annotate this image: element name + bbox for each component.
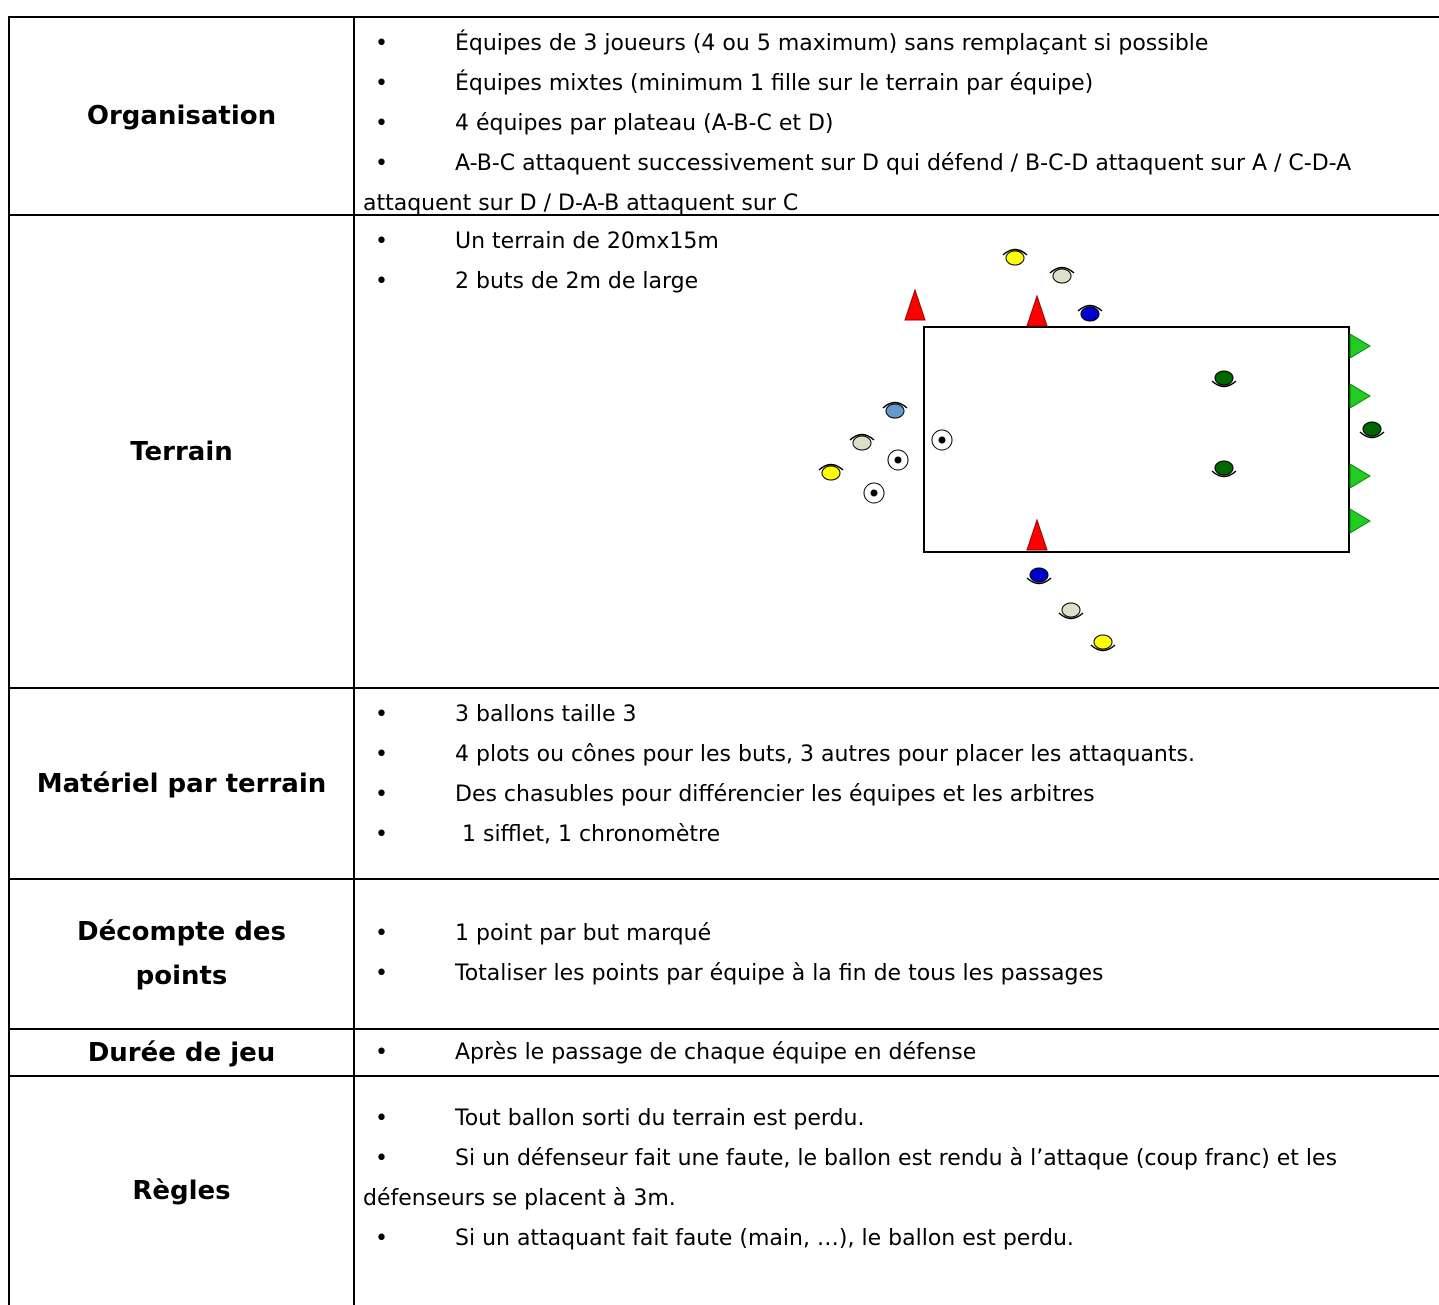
diagram-shape [894,456,902,464]
table-row: TerrainUn terrain de 20mx15m2 buts de 2m… [8,214,1439,687]
diagram-shape [1349,463,1371,489]
diagram-shape [1214,370,1234,386]
diagram-shape [885,403,905,419]
diagram-shape [1349,333,1371,359]
bullet-item: 1 sifflet, 1 chronomètre [363,815,1425,855]
diagram-shape [1026,518,1048,551]
bullet-item: 3 ballons taille 3 [363,695,1425,735]
diagram-shape [1362,421,1382,437]
bullet-item: Après le passage de chaque équipe en déf… [363,1031,1425,1075]
diagram-shape [1211,470,1237,478]
table-row: Durée de jeuAprès le passage de chaque é… [8,1028,1439,1075]
diagram-shape [849,433,875,441]
table-row: Décompte des points1 point par but marqu… [8,878,1439,1028]
table-row: Matériel par terrain3 ballons taille 34 … [8,687,1439,878]
diagram-shape [852,435,872,451]
bullet-item: 1 point par but marqué [363,914,1425,954]
bullet-item: Équipes mixtes (minimum 1 fille sur le t… [363,64,1425,104]
bullet-item: 4 équipes par plateau (A-B-C et D) [363,104,1425,144]
diagram-shape [821,465,841,481]
diagram-shape [1058,612,1084,620]
diagram-shape [1080,306,1100,322]
diagram-shape [818,463,844,471]
diagram-shape [870,489,878,497]
diagram-shape [1029,567,1049,583]
diagram-shape [1061,602,1081,618]
diagram-shape [1052,268,1072,284]
diagram-shape [1349,383,1371,409]
diagram-shape [1049,266,1075,274]
bullet-item: Un terrain de 20mx15m [363,222,1425,262]
row-content: Après le passage de chaque équipe en déf… [355,1030,1439,1075]
bullet-item: Totaliser les points par équipe à la fin… [363,954,1425,994]
bullet-item: Si un défenseur fait une faute, le ballo… [363,1139,1425,1219]
bullet-item: Des chasubles pour différencier les équi… [363,775,1425,815]
diagram-shape [882,401,908,409]
row-label: Terrain [10,216,355,687]
table-row: OrganisationÉquipes de 3 joueurs (4 ou 5… [8,16,1439,216]
diagram-shape [938,436,946,444]
row-label: Durée de jeu [10,1030,355,1075]
field-diagram [818,248,1385,652]
bullet-item: A-B-C attaquent successivement sur D qui… [363,144,1425,224]
diagram-shape [1214,460,1234,476]
diagram-shape [1005,250,1025,266]
diagram-shape [1090,644,1116,652]
bullet-item: 2 buts de 2m de large [363,262,1425,302]
row-label: Matériel par terrain [10,689,355,878]
diagram-shape [1349,508,1371,534]
row-content: Équipes de 3 joueurs (4 ou 5 maximum) sa… [355,18,1439,216]
row-label: Décompte des points [10,880,355,1028]
row-content: Tout ballon sorti du terrain est perdu.S… [355,1077,1439,1305]
document: OrganisationÉquipes de 3 joueurs (4 ou 5… [8,16,1439,1305]
diagram-shape [1093,634,1113,650]
row-content: Un terrain de 20mx15m2 buts de 2m de lar… [355,216,1439,687]
bullet-item: 4 plots ou cônes pour les buts, 3 autres… [363,735,1425,775]
diagram-shape [1077,304,1103,312]
diagram-shape [923,326,1350,553]
diagram-shape [1026,294,1048,327]
diagram-shape [1026,577,1052,585]
diagram-shape [1211,380,1237,388]
row-label: Organisation [10,18,355,214]
diagram-shape [1002,248,1028,256]
row-label: Règles [10,1077,355,1305]
row-content: 1 point par but marquéTotaliser les poin… [355,880,1439,1028]
bullet-item: Équipes de 3 joueurs (4 ou 5 maximum) sa… [363,24,1425,64]
diagram-shape [1359,431,1385,439]
table-row: RèglesTout ballon sorti du terrain est p… [8,1075,1439,1305]
bullet-item: Tout ballon sorti du terrain est perdu. [363,1099,1425,1139]
row-content: 3 ballons taille 34 plots ou cônes pour … [355,689,1439,878]
bullet-item: Si un attaquant fait faute (main, …), le… [363,1219,1425,1259]
diagram-shape [904,288,926,321]
